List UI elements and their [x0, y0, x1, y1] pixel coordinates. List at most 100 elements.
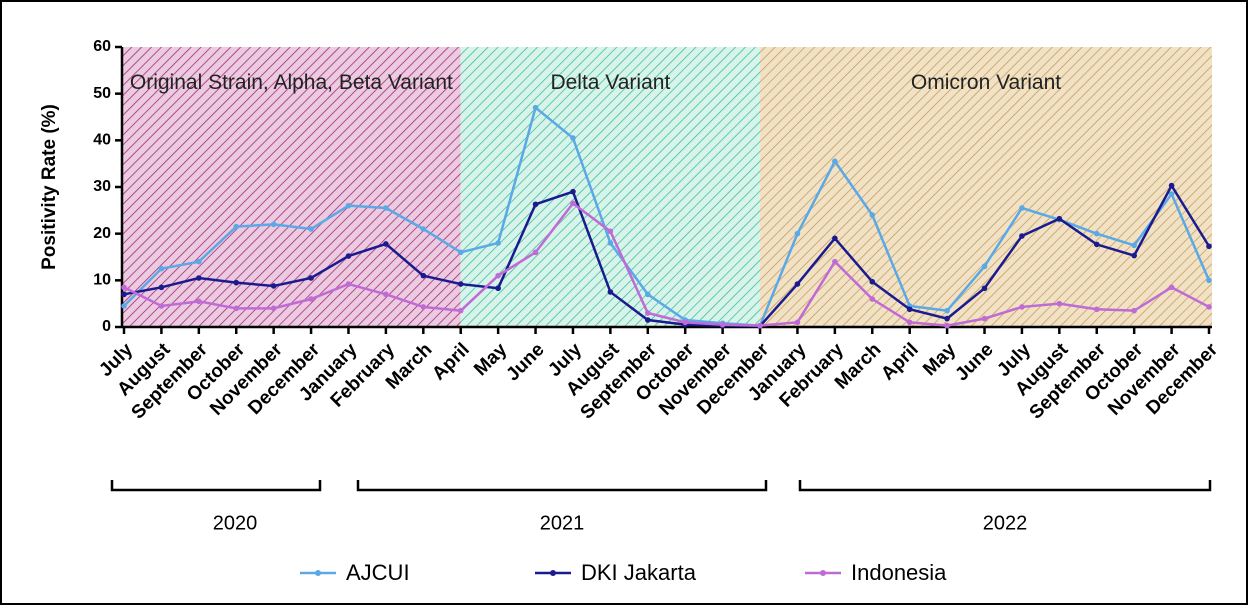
data-point: [121, 291, 127, 298]
legend-label: AJCUI: [346, 560, 410, 585]
x-tick-label: April: [428, 339, 473, 384]
data-point: [570, 188, 576, 195]
data-point: [869, 278, 876, 285]
data-point: [495, 240, 501, 246]
data-point: [383, 291, 389, 298]
data-point: [794, 230, 801, 237]
data-point: [383, 205, 389, 211]
year-bracket: [110, 480, 322, 492]
data-point: [794, 281, 801, 287]
data-point: [345, 281, 352, 287]
series-line: [123, 201, 1210, 327]
data-point: [869, 212, 876, 218]
region-label: Delta Variant: [550, 71, 671, 94]
y-tick-label: 30: [93, 178, 111, 195]
data-point: [644, 291, 651, 298]
data-point: [1168, 182, 1175, 189]
data-point: [532, 249, 539, 256]
data-point: [981, 315, 988, 322]
data-point: [1131, 242, 1137, 249]
data-point: [121, 284, 127, 291]
data-point: [457, 249, 464, 256]
data-point: [1168, 284, 1175, 291]
series-line: [123, 105, 1211, 327]
data-point: [1206, 304, 1212, 310]
data-point: [719, 321, 726, 328]
data-point: [644, 310, 651, 316]
legend-marker: [820, 570, 826, 576]
data-point: [570, 200, 576, 207]
data-point: [270, 283, 277, 289]
x-tick-label: June: [951, 339, 997, 385]
data-point: [196, 258, 202, 265]
legend-marker: [550, 570, 556, 576]
legend-label: DKI Jakarta: [581, 560, 697, 585]
variant-region: [122, 47, 461, 327]
legend-item: Indonesia: [805, 560, 947, 585]
data-point: [457, 281, 464, 287]
data-point: [345, 253, 352, 259]
data-point: [1131, 252, 1137, 259]
data-point: [420, 226, 427, 232]
region-label: Omicron Variant: [910, 71, 1062, 94]
data-point: [1093, 306, 1100, 313]
data-point: [457, 307, 464, 314]
data-point: [121, 303, 127, 309]
year-label: 2022: [983, 512, 1028, 534]
data-point: [570, 135, 576, 141]
x-tick-label: June: [502, 339, 548, 385]
x-tick-label: April: [877, 339, 922, 384]
data-point: [233, 279, 240, 286]
data-point: [1206, 277, 1212, 284]
variant-region: [460, 47, 761, 327]
data-point: [906, 306, 913, 313]
legend-item: DKI Jakarta: [535, 560, 697, 585]
data-point: [794, 319, 801, 326]
data-point: [308, 226, 314, 232]
data-point: [1019, 304, 1025, 310]
year-bracket: [356, 480, 768, 492]
data-point: [1206, 243, 1212, 250]
legend-item: AJCUI: [300, 560, 410, 585]
data-point: [1093, 230, 1100, 237]
legend-marker: [315, 570, 321, 576]
data-point: [644, 317, 651, 323]
data-point: [1131, 307, 1137, 314]
data-point: [607, 289, 614, 295]
data-point: [383, 241, 389, 247]
y-tick-label: 50: [93, 85, 111, 102]
data-point: [233, 223, 240, 230]
y-tick-label: 60: [93, 38, 111, 55]
data-point: [1168, 191, 1175, 197]
data-point: [944, 307, 950, 314]
data-point: [158, 265, 165, 272]
data-point: [233, 305, 240, 312]
data-point: [270, 305, 277, 312]
data-point: [1093, 241, 1100, 248]
data-point: [308, 296, 314, 302]
data-point: [158, 284, 165, 291]
data-point: [869, 296, 876, 302]
data-point: [1019, 233, 1025, 239]
data-point: [832, 258, 838, 265]
data-point: [196, 275, 202, 281]
data-point: [420, 272, 427, 279]
data-point: [495, 285, 501, 292]
data-point: [345, 202, 352, 209]
data-point: [832, 158, 838, 165]
data-point: [1019, 205, 1025, 211]
year-bracket: [798, 480, 1212, 492]
data-point: [196, 298, 202, 305]
legend-label: Indonesia: [851, 560, 947, 585]
year-label: 2020: [213, 512, 258, 534]
data-point: [270, 221, 277, 228]
data-point: [906, 319, 913, 326]
data-point: [607, 228, 614, 235]
data-point: [532, 201, 539, 208]
y-tick-label: 0: [102, 318, 111, 335]
series-line: [123, 183, 1211, 328]
region-label: Original Strain, Alpha, Beta Variant: [129, 71, 453, 94]
data-point: [981, 263, 988, 270]
